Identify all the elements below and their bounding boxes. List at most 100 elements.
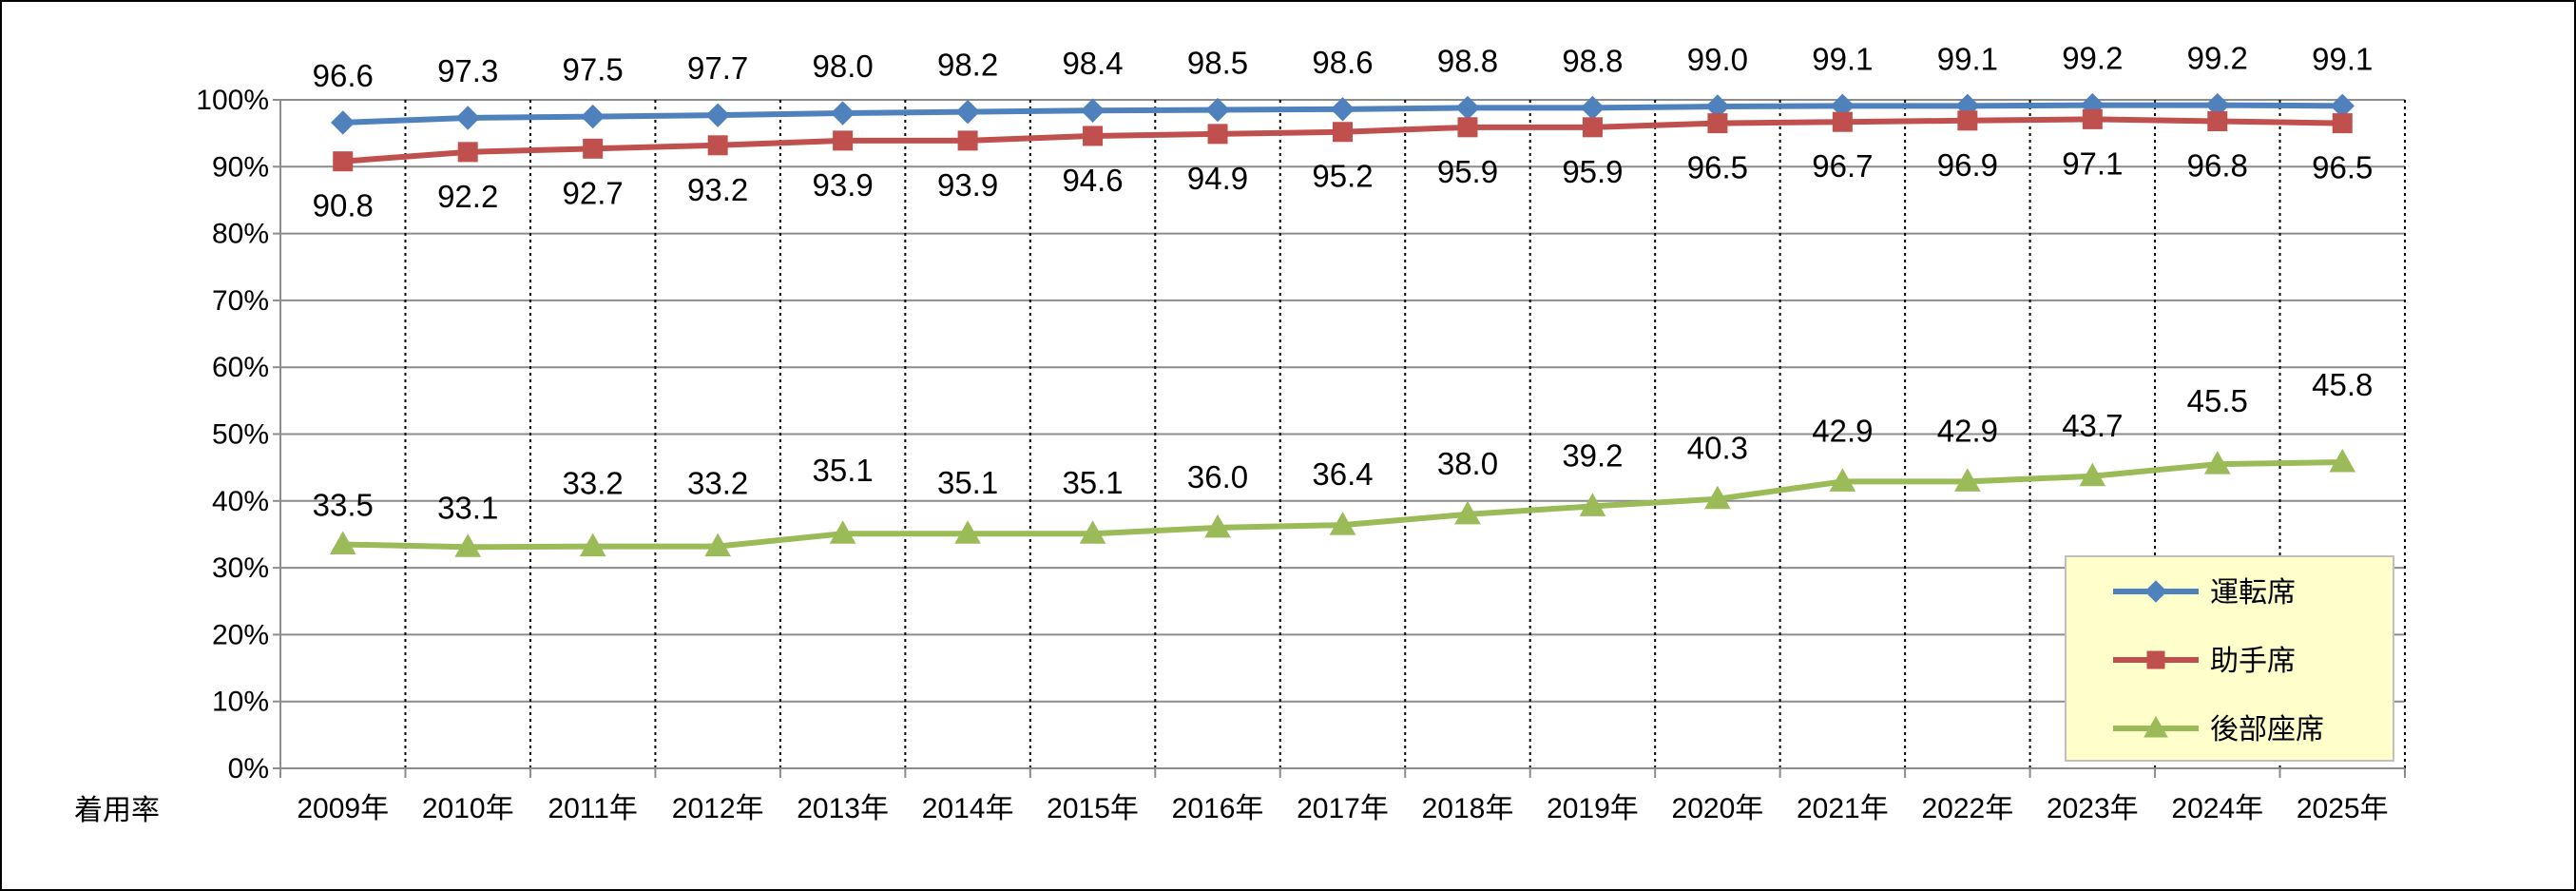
data-label-2-2: 33.2 xyxy=(563,466,624,501)
x-tick-label: 2025年 xyxy=(2297,793,2389,824)
legend-label-1: 助手席 xyxy=(2210,645,2296,678)
data-point-2-0 xyxy=(329,531,356,554)
data-point-2-12 xyxy=(1829,468,1856,492)
data-point-1-5 xyxy=(957,130,978,151)
data-label-1-14: 97.1 xyxy=(2062,145,2123,181)
data-point-0-4 xyxy=(830,101,855,126)
data-point-0-5 xyxy=(955,99,980,125)
data-point-2-11 xyxy=(1704,485,1731,510)
data-label-2-4: 35.1 xyxy=(813,453,874,488)
data-point-0-7 xyxy=(1205,97,1230,123)
x-tick-label: 2014年 xyxy=(922,793,1014,824)
data-label-2-6: 35.1 xyxy=(1062,465,1123,500)
x-tick-label: 2009年 xyxy=(297,793,389,824)
data-label-0-4: 98.0 xyxy=(813,48,874,84)
data-label-1-4: 93.9 xyxy=(813,167,874,203)
data-label-2-15: 45.5 xyxy=(2187,383,2248,418)
data-label-0-3: 97.7 xyxy=(687,50,748,86)
y-axis-title: 着用率 xyxy=(74,795,160,826)
x-tick-label: 2018年 xyxy=(1422,793,1514,824)
data-point-0-6 xyxy=(1080,98,1105,123)
series-group xyxy=(329,92,2356,557)
data-point-2-14 xyxy=(2079,462,2106,487)
data-label-0-7: 98.5 xyxy=(1187,46,1248,81)
y-tick-label: 50% xyxy=(212,419,269,451)
x-tick-label: 2021年 xyxy=(1797,793,1889,824)
legend-label-2: 後部座席 xyxy=(2210,713,2324,746)
data-point-1-16 xyxy=(2332,113,2353,134)
data-label-0-11: 99.0 xyxy=(1687,42,1748,77)
data-point-1-9 xyxy=(1457,117,1478,138)
data-label-0-0: 96.6 xyxy=(313,58,374,93)
data-point-0-3 xyxy=(705,103,730,127)
data-label-1-8: 95.2 xyxy=(1312,159,1373,194)
data-point-1-15 xyxy=(2207,110,2228,131)
data-point-1-2 xyxy=(583,138,604,159)
y-tick-label: 100% xyxy=(196,85,269,116)
data-label-1-9: 95.9 xyxy=(1437,154,1498,189)
x-tick-label: 2015年 xyxy=(1047,793,1139,824)
data-point-0-1 xyxy=(455,106,480,130)
data-label-0-6: 98.4 xyxy=(1062,46,1123,81)
data-label-1-12: 96.7 xyxy=(1812,148,1873,184)
data-point-0-0 xyxy=(331,110,356,135)
data-point-2-16 xyxy=(2329,449,2356,473)
data-point-2-10 xyxy=(1579,493,1606,516)
data-label-1-15: 96.8 xyxy=(2187,147,2248,183)
data-label-2-11: 40.3 xyxy=(1687,431,1748,466)
data-label-1-0: 90.8 xyxy=(313,188,374,223)
data-label-1-11: 96.5 xyxy=(1687,150,1748,185)
data-label-2-1: 33.1 xyxy=(437,490,498,525)
data-label-2-7: 36.0 xyxy=(1187,459,1248,494)
data-label-2-9: 38.0 xyxy=(1437,446,1498,481)
y-tick-label: 10% xyxy=(212,687,269,718)
x-tick-label: 2013年 xyxy=(797,793,889,824)
x-tick-label: 2022年 xyxy=(1921,793,2013,824)
data-point-1-0 xyxy=(333,151,354,172)
data-point-2-7 xyxy=(1204,513,1231,538)
axes: 0% 10% 20% 30% 40% 50% 60% 70% 80% 90% 100% 2009年 20… xyxy=(196,85,2406,824)
legend-marker-0 xyxy=(2144,580,2167,603)
data-point-2-2 xyxy=(579,533,606,557)
data-point-1-13 xyxy=(1957,110,1978,131)
y-tick-label: 40% xyxy=(212,486,269,517)
data-label-2-12: 42.9 xyxy=(1812,413,1873,448)
data-point-1-6 xyxy=(1083,126,1104,146)
data-point-1-10 xyxy=(1582,117,1603,138)
data-point-2-3 xyxy=(704,533,732,557)
data-point-1-14 xyxy=(2082,108,2103,129)
x-tick-label: 2024年 xyxy=(2171,793,2263,824)
data-point-1-12 xyxy=(1832,111,1853,132)
data-label-0-2: 97.5 xyxy=(563,52,624,87)
y-tick-label: 60% xyxy=(212,352,269,383)
data-label-2-16: 45.8 xyxy=(2312,367,2373,402)
data-label-1-10: 95.9 xyxy=(1562,154,1623,189)
data-labels: 96.6 97.3 97.5 97.7 98.0 98.2 98.4 98.5 98.6 98.8… xyxy=(313,41,2374,526)
data-label-1-1: 92.2 xyxy=(437,179,498,214)
data-point-2-1 xyxy=(454,533,482,557)
data-point-2-8 xyxy=(1329,512,1356,535)
data-label-0-13: 99.1 xyxy=(1937,41,1998,76)
y-tick-label: 30% xyxy=(212,552,269,584)
data-label-1-6: 94.6 xyxy=(1062,163,1123,198)
data-label-0-5: 98.2 xyxy=(937,48,998,83)
data-label-2-10: 39.2 xyxy=(1562,437,1623,473)
data-label-0-9: 98.8 xyxy=(1437,43,1498,78)
data-label-1-13: 96.9 xyxy=(1937,147,1998,183)
data-label-1-2: 92.7 xyxy=(563,175,624,210)
data-label-0-12: 99.1 xyxy=(1812,41,1873,76)
x-tick-label: 2020年 xyxy=(1672,793,1764,824)
data-point-2-4 xyxy=(829,520,856,544)
data-label-2-13: 42.9 xyxy=(1937,413,1998,448)
data-label-0-15: 99.2 xyxy=(2187,41,2248,76)
data-point-1-8 xyxy=(1333,122,1353,143)
data-label-0-1: 97.3 xyxy=(437,53,498,88)
data-point-1-1 xyxy=(457,142,478,163)
y-tick-label: 20% xyxy=(212,619,269,650)
data-label-2-5: 35.1 xyxy=(937,465,998,500)
data-point-1-11 xyxy=(1707,113,1728,134)
x-tick-label: 2010年 xyxy=(422,793,514,824)
x-tick-label: 2017年 xyxy=(1297,793,1389,824)
